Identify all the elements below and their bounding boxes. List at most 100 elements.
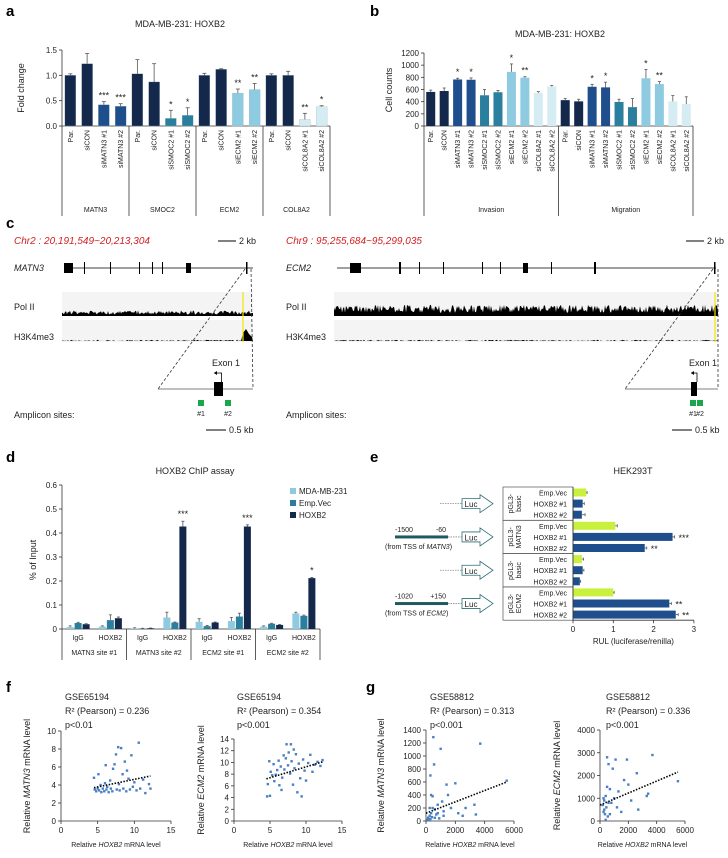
bar bbox=[299, 119, 311, 127]
data-point bbox=[105, 788, 108, 791]
bar bbox=[292, 613, 300, 629]
x-tick-label: HOXB2 bbox=[99, 635, 123, 642]
x-axis-label: Relative HOXB2 mRNA level bbox=[598, 842, 688, 849]
data-point bbox=[97, 773, 100, 776]
bar bbox=[466, 79, 476, 126]
significance-label: ** bbox=[234, 78, 242, 88]
chart-b-y-tick-label: 200 bbox=[406, 110, 420, 119]
exon bbox=[500, 262, 501, 274]
x-tick-label: Par. bbox=[202, 130, 209, 143]
row-label: Emp.Vec bbox=[539, 491, 568, 498]
data-point bbox=[280, 788, 283, 792]
data-point bbox=[265, 795, 269, 798]
bar bbox=[66, 627, 74, 629]
bar bbox=[131, 73, 144, 127]
y-axis-label: Relative MATN3 mRNA level bbox=[22, 719, 32, 833]
x-tick-label: siCOL8A2 #2 bbox=[684, 130, 691, 172]
data-point bbox=[602, 810, 605, 814]
x-tick-label: 0 bbox=[598, 826, 603, 835]
chart-d-y-tick-label: 0.1 bbox=[46, 601, 58, 610]
data-point bbox=[436, 812, 439, 815]
x-label-part: Relative bbox=[425, 842, 452, 849]
data-point bbox=[109, 787, 113, 790]
x-label-part: Relative bbox=[243, 842, 270, 849]
data-point bbox=[130, 754, 133, 757]
bar bbox=[573, 499, 583, 508]
data-point bbox=[442, 814, 445, 817]
x-tick-label: IgG bbox=[137, 635, 148, 642]
x-tick-label: siCON bbox=[219, 130, 226, 151]
bar bbox=[426, 91, 436, 126]
data-point bbox=[111, 767, 115, 770]
x-label-part: mRNA level bbox=[649, 842, 688, 849]
bar bbox=[668, 101, 678, 126]
y-tick-label: 0 bbox=[52, 817, 57, 826]
luc-label: Luc bbox=[465, 567, 478, 576]
trend-line bbox=[599, 771, 679, 806]
bar bbox=[147, 628, 155, 629]
bar bbox=[114, 618, 122, 629]
chart-d-y-tick-label: 0.3 bbox=[46, 553, 58, 562]
bar bbox=[654, 84, 664, 126]
data-point bbox=[608, 787, 612, 791]
amplicon-site-label: #2 bbox=[224, 411, 232, 418]
bar bbox=[203, 626, 211, 629]
data-point bbox=[607, 762, 610, 766]
data-point bbox=[293, 767, 296, 770]
chart-b-y-tick-label: 1200 bbox=[401, 49, 419, 58]
bar bbox=[106, 620, 114, 629]
data-point bbox=[446, 793, 450, 797]
data-point bbox=[429, 774, 432, 777]
exon bbox=[84, 262, 85, 274]
data-point bbox=[296, 791, 299, 794]
scale-bar-label: 0.5 kb bbox=[229, 425, 254, 435]
note-suffix: ) bbox=[450, 544, 452, 551]
y-tick-label: 600 bbox=[408, 778, 422, 787]
bar bbox=[114, 106, 127, 127]
x-tick-label: siMATN3 #2 bbox=[118, 130, 125, 168]
construct-label-line: MATN3 bbox=[516, 525, 523, 548]
bar bbox=[506, 71, 516, 126]
data-point bbox=[139, 787, 142, 790]
data-point bbox=[604, 818, 607, 822]
significance-label: ** bbox=[301, 102, 309, 112]
bar bbox=[181, 115, 194, 127]
y-tick-label: 4000 bbox=[577, 726, 595, 735]
data-point bbox=[93, 788, 96, 791]
x-tick-label: 10 bbox=[302, 826, 311, 835]
significance-label: * bbox=[169, 99, 173, 109]
x-label-part: Relative bbox=[71, 842, 98, 849]
y-tick-label: 1400 bbox=[403, 726, 421, 735]
x-tick-label: 10 bbox=[130, 826, 139, 835]
bar bbox=[573, 566, 583, 575]
x-tick-label: 0 bbox=[571, 625, 576, 634]
bar bbox=[260, 626, 268, 629]
data-point bbox=[127, 777, 130, 780]
row-label: Emp.Vec bbox=[539, 590, 568, 597]
amplicon-site-marker bbox=[198, 400, 204, 406]
y-label-part: Relative bbox=[552, 795, 562, 830]
y-tick-label: 6 bbox=[52, 763, 57, 772]
y-label-part: MATN3 bbox=[376, 768, 386, 798]
data-point bbox=[607, 801, 610, 804]
data-point bbox=[285, 743, 288, 746]
exon bbox=[350, 263, 361, 273]
data-point bbox=[122, 787, 125, 790]
data-point bbox=[316, 760, 319, 764]
x-tick-label: siCOL8A2 #1 bbox=[302, 130, 309, 172]
data-point bbox=[319, 764, 322, 768]
data-point bbox=[283, 768, 286, 771]
y-tick-label: 400 bbox=[408, 791, 422, 800]
data-point bbox=[603, 812, 607, 816]
significance-label: * bbox=[590, 73, 594, 83]
data-point bbox=[427, 816, 430, 819]
y-tick-label: 10 bbox=[220, 758, 229, 767]
chart-a-y-tick-label: 1.0 bbox=[46, 71, 58, 80]
bar bbox=[439, 91, 449, 126]
data-point bbox=[442, 810, 445, 813]
x-tick-label: 15 bbox=[338, 826, 347, 835]
data-point bbox=[117, 782, 121, 786]
exon bbox=[162, 262, 163, 274]
promoter-note: (from TSS of ECM2) bbox=[385, 611, 448, 618]
